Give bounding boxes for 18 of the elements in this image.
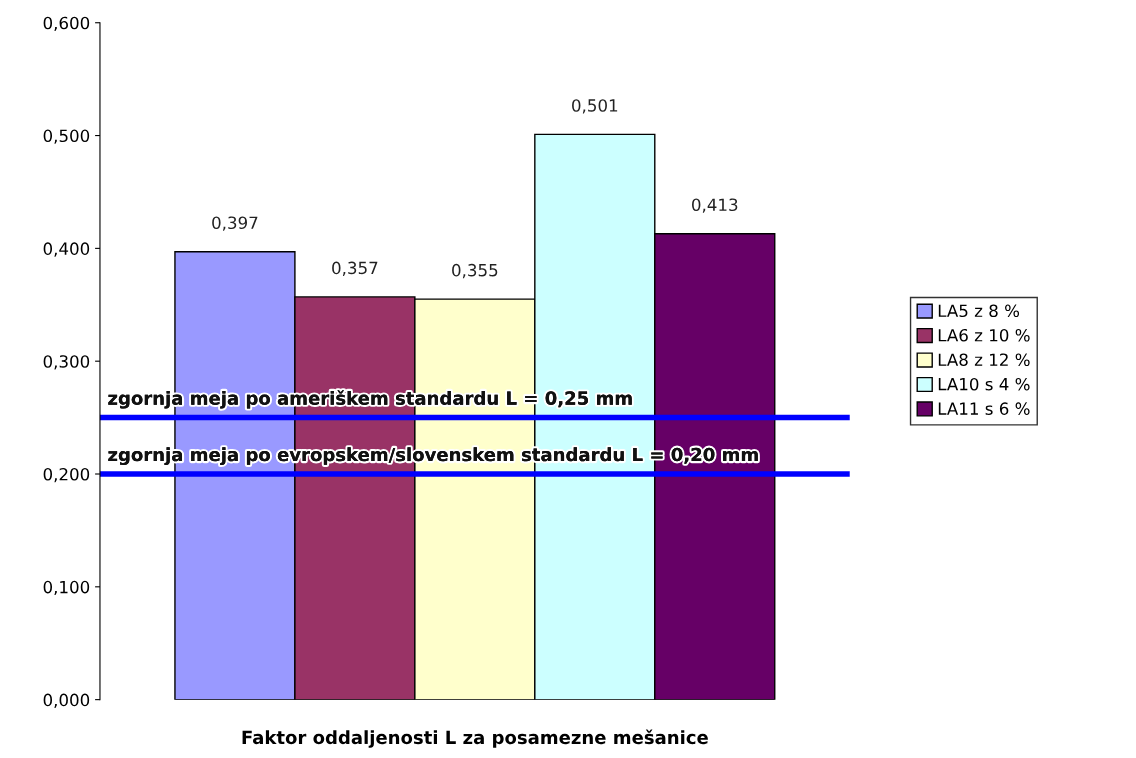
data-label: 0,501 [572, 99, 618, 114]
y-tick-label: 0,600 [43, 16, 90, 32]
legend-label: LA6 z 10 % [938, 328, 1030, 342]
y-tick-label: 0,100 [43, 580, 90, 596]
y-tick-label: 0,200 [43, 467, 90, 483]
data-label: 0,357 [332, 261, 378, 276]
legend-label: LA5 z 8 % [938, 304, 1020, 318]
legend-label: LA10 s 4 % [938, 377, 1030, 391]
x-axis-title: Faktor oddaljenosti L za posamezne mešanice [242, 729, 708, 748]
legend-label: LA11 s 6 % [938, 402, 1030, 415]
y-tick-label: 0,000 [43, 693, 90, 708]
data-label: 0,413 [692, 198, 738, 213]
y-tick-label: 0,500 [43, 129, 90, 144]
y-tick-label: 0,300 [43, 355, 90, 370]
data-label: 0,397 [212, 216, 258, 231]
legend-label: LA8 z 12 % [938, 353, 1030, 367]
data-label: 0,355 [452, 263, 498, 279]
y-tick-label: 0,400 [43, 242, 90, 257]
